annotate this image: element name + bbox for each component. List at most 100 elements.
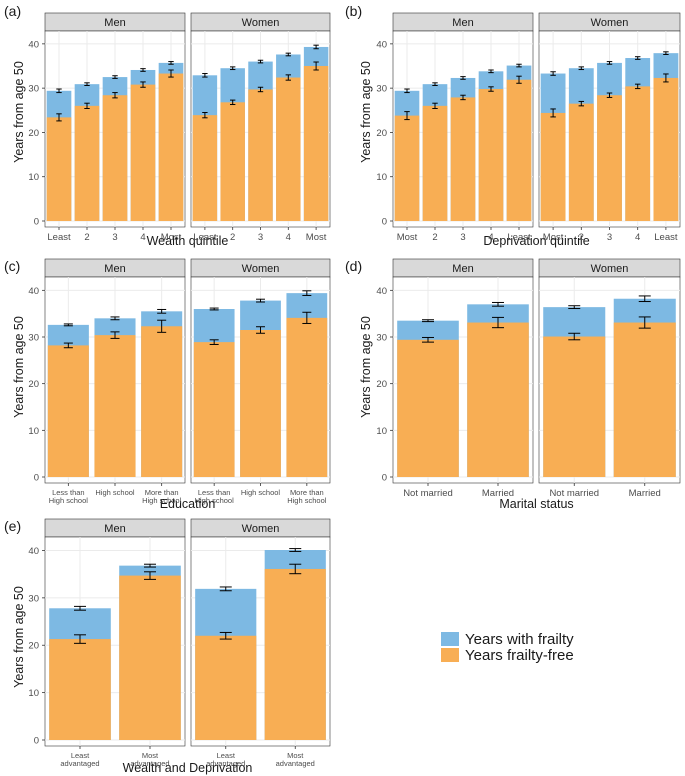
bar-frailty-free [264,568,326,740]
facet-strip-label: Men [104,263,125,275]
bar-frailty-free [450,97,476,221]
errorbar-frailty-free [144,571,156,580]
bar-frailty-free [220,102,245,221]
errorbar-frailty-free [422,336,434,343]
errorbar-total [488,69,494,74]
errorbar-frailty-free [638,316,651,329]
errorbar-frailty-free [112,92,118,99]
y-axis-title: Years from age 50 [359,316,373,418]
errorbar-frailty-free [460,94,466,101]
errorbar-frailty-free [84,102,90,110]
bar-frailty-free [47,345,89,477]
bar-frailty-free [130,84,156,221]
bar-frailty-free [286,317,328,477]
panel-e: (e) Years from age 50 0 10 20 30 40 Wealth and … [4,518,331,775]
x-tick-label: 2 [432,232,437,243]
panel-b: (b) Years from age 50 0 10 20 30 40 Deprivation… [345,3,681,248]
errorbar-total [404,88,410,94]
facet-women: Women Not married Married [538,258,681,499]
bar-frailty-free [625,86,651,221]
y-tick-label: 20 [28,379,39,390]
errorbar-frailty-free [285,74,291,81]
facet-men: Men Less than High school High school More t… [44,258,186,505]
bar-frailty-free [94,335,136,477]
x-tick-label: Least [193,232,217,243]
bar-frailty-free [240,330,281,477]
x-tick-label: Most advantaged [276,751,315,768]
y-tick-label: 20 [376,379,387,390]
x-tick-label: 4 [140,232,145,243]
errorbar-frailty-free [140,81,146,88]
x-tick-label: Most advantaged [130,751,169,768]
errorbar-frailty-free [606,92,613,98]
y-tick-label: 40 [28,39,39,50]
x-tick-label: 4 [635,232,640,243]
x-tick-label: 3 [460,232,465,243]
errorbar-total [638,295,651,303]
panel-tag: (c) [4,258,20,274]
legend-label-frailty-free: Years frailty-free [465,647,574,664]
x-tick-label: 3 [607,232,612,243]
y-tick-label: 40 [376,39,387,50]
x-tick-label: Less than High school [49,488,89,505]
y-tick-label: 10 [28,426,39,437]
facet-men: Men Least advantaged Most advantaged [44,518,186,768]
errorbar-frailty-free [432,102,438,110]
errorbar-total [578,66,585,71]
errorbar-total [202,73,208,78]
x-tick-label: Not married [403,488,453,499]
errorbar-frailty-free [550,108,556,118]
errorbar-total [168,61,174,65]
errorbar-total [56,88,62,94]
errorbar-total [432,82,438,86]
errorbar-total [313,44,319,50]
chart-panels: (a) Years from age 50 0 10 20 30 40 Wealth quin… [4,3,681,775]
facet-women: Women Least 2 3 4 Most [190,12,331,243]
errorbar-frailty-free [289,563,302,575]
x-tick-label: More than High school [287,488,327,505]
bar-frailty-free [394,115,420,221]
x-axis-title: Deprivation quintile [483,234,589,248]
errorbar-frailty-free [110,331,120,339]
errorbar-total [634,56,641,60]
y-tick-label: 20 [376,128,387,139]
x-tick-label: Married [482,488,514,499]
y-tick-label: 30 [376,333,387,344]
x-tick-label: Least [47,232,71,243]
legend: Years with frailty Years frailty-free [441,631,574,664]
y-tick-label: 20 [28,641,39,652]
facet-men: Men Most 2 3 4 Least [392,12,534,243]
y-tick-label: 10 [28,172,39,183]
x-tick-label: Least advantaged [60,751,99,768]
errorbar-total [209,307,219,311]
errorbar-total [285,52,291,57]
errorbar-frailty-free [492,316,504,329]
y-tick-label: 40 [376,286,387,297]
x-tick-label: 3 [112,232,117,243]
y-tick-label: 0 [34,217,39,228]
bar-frailty-free [276,77,301,221]
errorbar-total [492,301,504,307]
errorbar-total [219,586,232,592]
errorbar-total [63,323,73,327]
y-axis-title: Years from age 50 [12,586,26,688]
x-axis-title: Wealth and Deprivation [123,761,253,775]
errorbar-frailty-free [219,631,232,640]
errorbar-total [663,51,669,55]
x-axis-title: Wealth quintile [147,234,229,248]
x-tick-label: 2 [84,232,89,243]
facet-strip-label: Men [452,17,473,29]
panel-c: (c)Years from age 50010203040EducationMe… [4,258,331,511]
panel-tag: (a) [4,3,21,19]
errorbar-frailty-free [63,342,73,349]
bar-frailty-free [49,639,111,740]
bar-frailty-free [543,336,606,477]
bar-frailty-free [195,635,257,740]
facet-strip-label: Women [242,17,280,29]
x-tick-label: 4 [286,232,291,243]
errorbar-frailty-free [256,326,265,334]
x-axis-title: Marital status [499,497,573,511]
errorbar-frailty-free [230,99,236,106]
bar-frailty-free [158,73,184,222]
y-tick-label: 30 [28,333,39,344]
